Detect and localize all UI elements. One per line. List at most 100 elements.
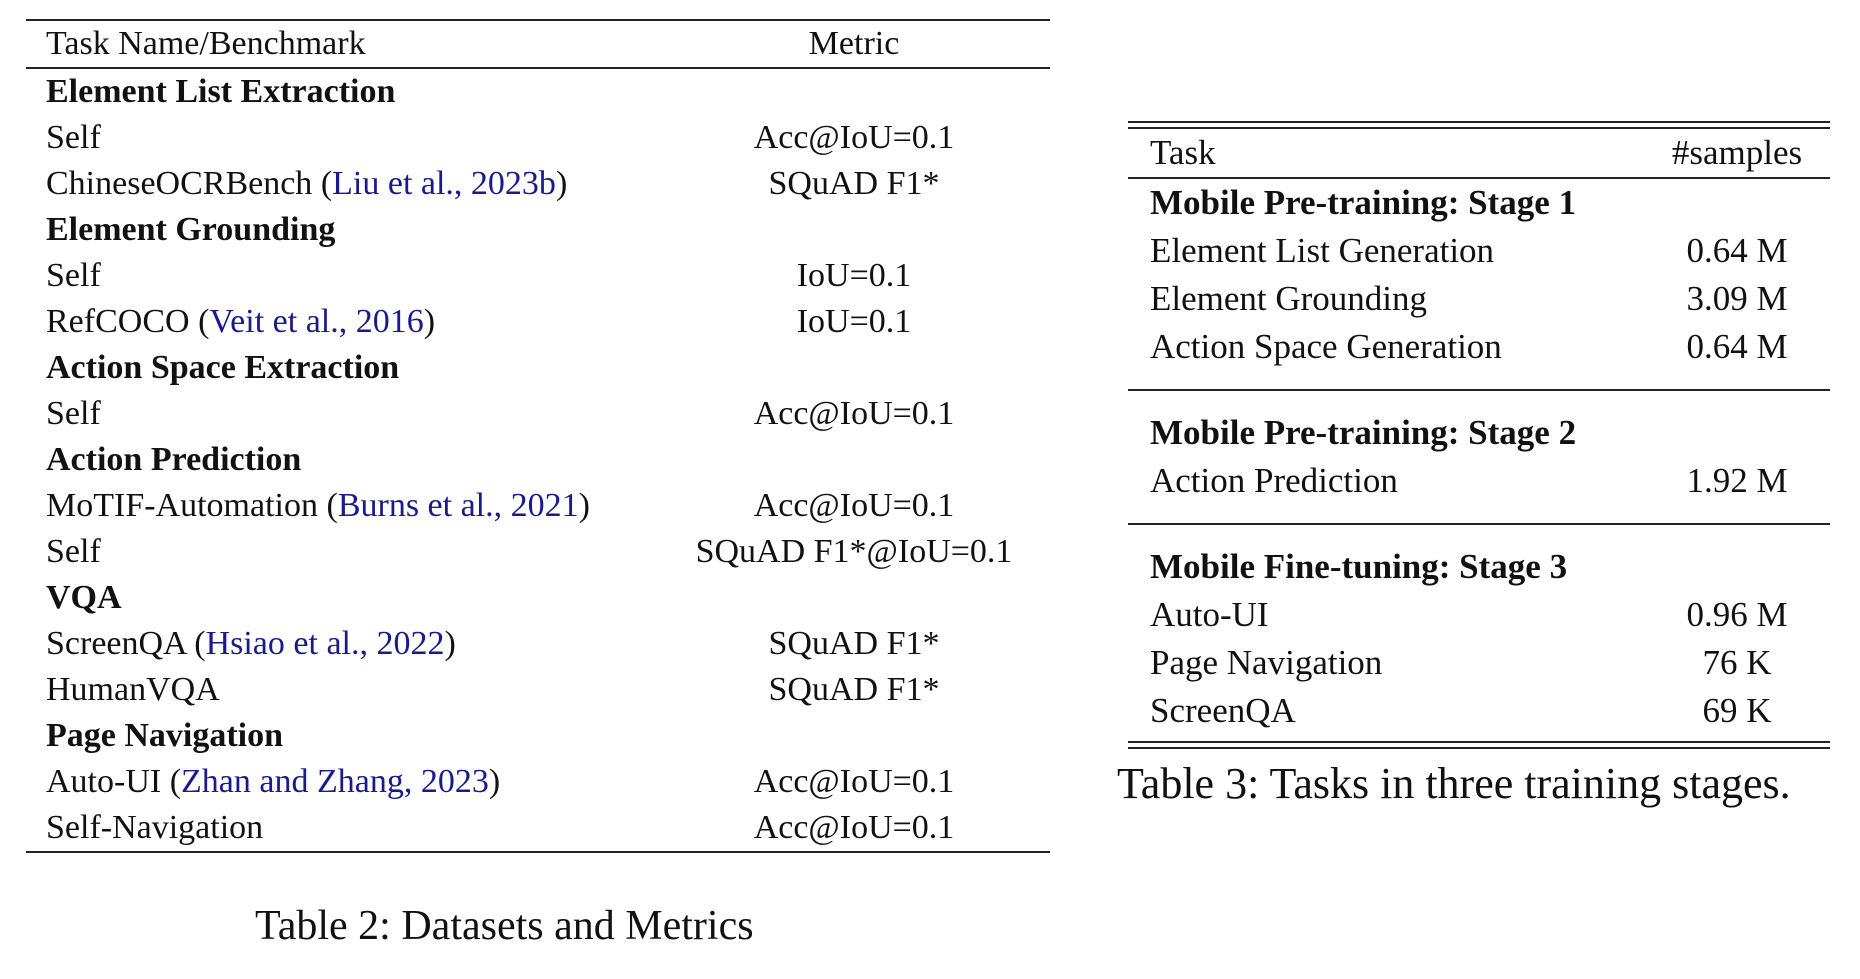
section-row: Mobile Pre-training: Stage 1 bbox=[1128, 179, 1830, 227]
section-title: Mobile Pre-training: Stage 1 bbox=[1150, 183, 1577, 222]
table-row: ChineseOCRBench (Liu et al., 2023b) SQuAD… bbox=[26, 161, 1050, 207]
task-cell: Element List Generation bbox=[1150, 231, 1495, 270]
task-name: Page Navigation bbox=[46, 717, 284, 754]
header-rule bbox=[26, 67, 1050, 69]
task-name: Self-Navigation bbox=[46, 809, 264, 846]
task-cell: MoTIF-Automation (Burns et al., 2021) bbox=[46, 487, 590, 524]
citation-link: Burns et al., 2021 bbox=[337, 487, 579, 524]
citation-link: Liu et al., 2023b bbox=[332, 165, 556, 202]
section-title: Mobile Fine-tuning: Stage 3 bbox=[1150, 547, 1568, 586]
section-title: Action Prediction bbox=[46, 437, 301, 483]
training-stages-table: Task #samples Mobile Pre-training: Stage… bbox=[1128, 121, 1830, 749]
table-row: Auto-UI (Zhan and Zhang, 2023) Acc@IoU=0.… bbox=[26, 759, 1050, 805]
task-cell: ChineseOCRBench (Liu et al., 2023b) bbox=[46, 165, 568, 202]
metric-cell: Acc@IoU=0.1 bbox=[753, 395, 955, 432]
table-row: Self-Navigation Acc@IoU=0.1 bbox=[26, 805, 1050, 851]
task-cell: HumanVQA bbox=[46, 667, 220, 713]
bottom-rule bbox=[26, 851, 1050, 853]
metric-cell: SQuAD F1* bbox=[768, 671, 940, 708]
task-name: Self bbox=[46, 533, 101, 570]
table-row: ScreenQA 69 K bbox=[1128, 687, 1830, 735]
task-cell: Element Grounding bbox=[1150, 279, 1428, 318]
citation-link: Zhan and Zhang, 2023 bbox=[181, 763, 489, 800]
samples-cell: 69 K bbox=[1702, 691, 1772, 730]
section-row: VQA bbox=[26, 575, 1050, 621]
group-gap bbox=[1128, 525, 1830, 543]
section-title: Mobile Pre-training: Stage 2 bbox=[1150, 413, 1577, 452]
section-row: Mobile Fine-tuning: Stage 3 bbox=[1128, 543, 1830, 591]
table-row: HumanVQA SQuAD F1* bbox=[26, 667, 1050, 713]
samples-cell: 0.96 M bbox=[1686, 595, 1788, 634]
samples-cell: 3.09 M bbox=[1686, 279, 1788, 318]
metric-cell: IoU=0.1 bbox=[796, 303, 912, 340]
table-2-caption: Table 2: Datasets and Metrics bbox=[255, 903, 754, 949]
header-rule bbox=[1128, 177, 1830, 179]
table-3-caption: Table 3: Tasks in three training stages. bbox=[1117, 759, 1791, 808]
task-name: Element List Extraction bbox=[46, 73, 396, 110]
section-row: Mobile Pre-training: Stage 2 bbox=[1128, 409, 1830, 457]
section-title: Element Grounding bbox=[46, 207, 335, 253]
metric-cell: SQuAD F1* bbox=[768, 165, 940, 202]
task-cell: Action Prediction bbox=[1150, 461, 1398, 500]
table-row: Element Grounding 3.09 M bbox=[1128, 275, 1830, 323]
table-row: Self Acc@IoU=0.1 bbox=[26, 391, 1050, 437]
group-rule bbox=[1128, 389, 1830, 391]
task-name: HumanVQA bbox=[46, 671, 220, 708]
table-row: Auto-UI 0.96 M bbox=[1128, 591, 1830, 639]
task-cell: Self bbox=[46, 529, 101, 575]
samples-cell: 1.92 M bbox=[1686, 461, 1788, 500]
table-body: Mobile Pre-training: Stage 1 Element List… bbox=[1128, 179, 1830, 741]
table-row: Self SQuAD F1*@IoU=0.1 bbox=[26, 529, 1050, 575]
task-name: Self bbox=[46, 395, 101, 432]
section-row: Action Prediction bbox=[26, 437, 1050, 483]
samples-cell: 0.64 M bbox=[1686, 327, 1788, 366]
citation-link: Hsiao et al., 2022 bbox=[205, 625, 445, 662]
task-name: VQA bbox=[46, 579, 122, 616]
task-name: Action Space Extraction bbox=[46, 349, 400, 386]
section-row: Element List Extraction bbox=[26, 69, 1050, 115]
group-rule bbox=[1128, 523, 1830, 525]
section-title: Element List Extraction bbox=[46, 69, 395, 115]
header-metric: Metric bbox=[808, 25, 900, 62]
samples-cell: 0.64 M bbox=[1686, 231, 1788, 270]
metric-cell: Acc@IoU=0.1 bbox=[753, 487, 955, 524]
task-cell: Self-Navigation bbox=[46, 805, 263, 851]
section-row: Page Navigation bbox=[26, 713, 1050, 759]
task-cell: RefCOCO (Veit et al., 2016) bbox=[46, 303, 436, 340]
metric-cell: Acc@IoU=0.1 bbox=[753, 119, 955, 156]
task-cell: Page Navigation bbox=[1150, 643, 1383, 682]
header-samples: #samples bbox=[1671, 133, 1803, 172]
table-row: Page Navigation 76 K bbox=[1128, 639, 1830, 687]
task-name: RefCOCO bbox=[46, 303, 190, 340]
task-name: ScreenQA bbox=[46, 625, 186, 662]
task-cell: Action Space Generation bbox=[1150, 327, 1502, 366]
section-title: Page Navigation bbox=[46, 713, 283, 759]
task-cell: Auto-UI (Zhan and Zhang, 2023) bbox=[46, 763, 501, 800]
task-cell: Self bbox=[46, 391, 101, 437]
samples-cell: 76 K bbox=[1702, 643, 1772, 682]
task-name: Self bbox=[46, 257, 101, 294]
datasets-metrics-table: Task Name/Benchmark Metric Element List … bbox=[26, 19, 1050, 853]
citation-link: Veit et al., 2016 bbox=[209, 303, 424, 340]
table-row: Self IoU=0.1 bbox=[26, 253, 1050, 299]
metric-cell: SQuAD F1*@IoU=0.1 bbox=[695, 533, 1013, 570]
table-row: ScreenQA (Hsiao et al., 2022) SQuAD F1* bbox=[26, 621, 1050, 667]
group-gap bbox=[1128, 505, 1830, 523]
task-name: MoTIF-Automation bbox=[46, 487, 318, 524]
task-cell: ScreenQA (Hsiao et al., 2022) bbox=[46, 625, 456, 662]
table-row: Element List Generation 0.64 M bbox=[1128, 227, 1830, 275]
metric-cell: Acc@IoU=0.1 bbox=[753, 763, 955, 800]
table-row: RefCOCO (Veit et al., 2016) IoU=0.1 bbox=[26, 299, 1050, 345]
top-rule bbox=[26, 19, 1050, 21]
task-name: Self bbox=[46, 119, 101, 156]
section-row: Element Grounding bbox=[26, 207, 1050, 253]
table-body: Element List Extraction Self Acc@IoU=0.1 Ch… bbox=[26, 69, 1050, 851]
task-name: Auto-UI bbox=[46, 763, 162, 800]
section-row: Action Space Extraction bbox=[26, 345, 1050, 391]
table-row: Self Acc@IoU=0.1 bbox=[26, 115, 1050, 161]
table-header-row: Task Name/Benchmark Metric bbox=[26, 21, 1050, 67]
task-cell: Self bbox=[46, 115, 101, 161]
table-header-row: Task #samples bbox=[1128, 129, 1830, 177]
metric-cell: Acc@IoU=0.1 bbox=[753, 809, 955, 846]
metric-cell: IoU=0.1 bbox=[796, 257, 912, 294]
